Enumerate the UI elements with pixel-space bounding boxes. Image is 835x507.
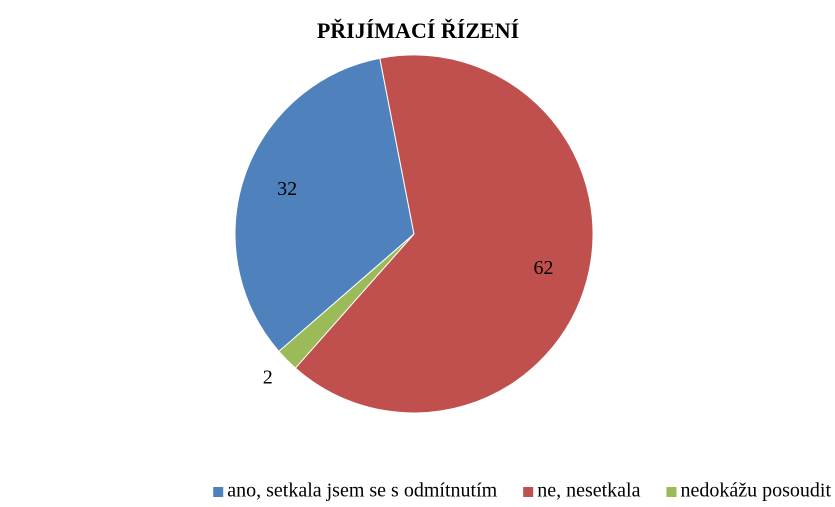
pie-slice <box>278 233 415 369</box>
data-label: 32 <box>277 178 297 200</box>
legend-label: ne, nesetkala <box>537 480 640 502</box>
legend-label: nedokážu posoudit <box>680 480 831 502</box>
chart-title: PŘIJÍMACÍ ŘÍZENÍ <box>317 18 519 43</box>
pie-slice <box>294 54 594 414</box>
legend-swatch <box>666 487 677 497</box>
data-label: 62 <box>534 257 554 279</box>
pie-slice <box>234 57 415 353</box>
legend-swatch <box>523 487 534 497</box>
data-label: 2 <box>263 367 273 389</box>
legend-swatch <box>213 487 224 497</box>
legend-label: ano, setkala jsem se s odmítnutím <box>227 480 497 502</box>
